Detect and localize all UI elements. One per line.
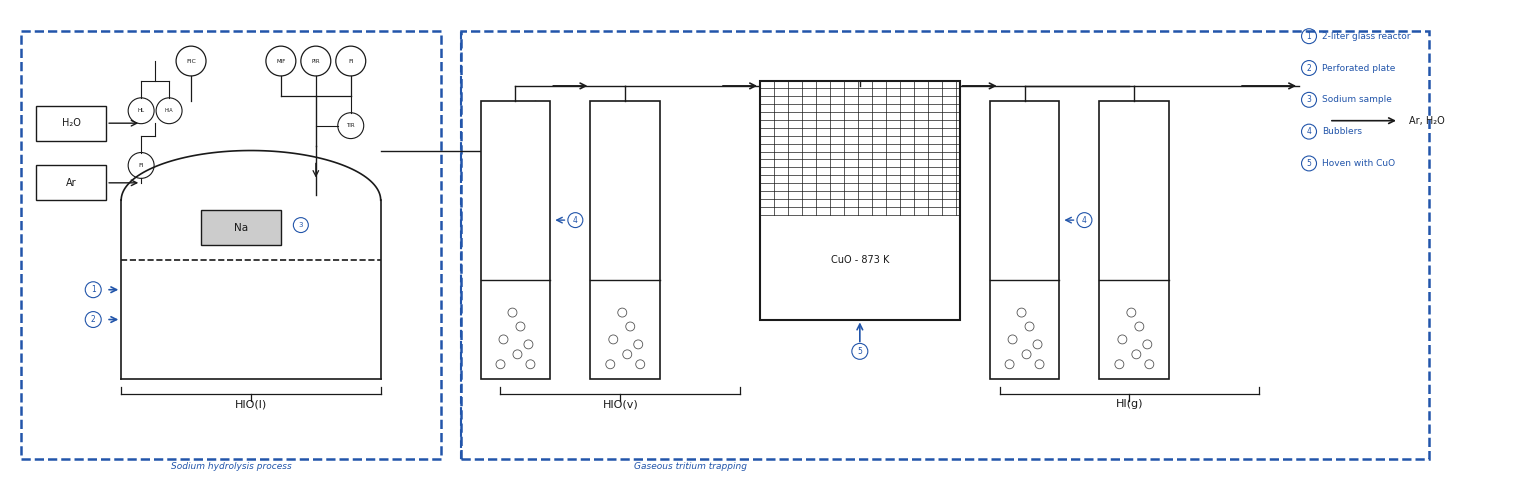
Text: 3: 3 (1306, 96, 1312, 104)
Text: FI: FI (348, 59, 354, 63)
Bar (1100, 101, 1169, 379)
Bar (37, 106, 106, 141)
Text: 5: 5 (1306, 159, 1312, 168)
Bar (460, 31, 1429, 459)
Text: MIF: MIF (276, 59, 285, 63)
Text: Na: Na (234, 223, 248, 233)
Text: PIR: PIR (311, 59, 320, 63)
Text: 4: 4 (1083, 216, 1087, 225)
Text: 1: 1 (91, 285, 95, 294)
Text: Bubblers: Bubblers (1321, 127, 1361, 136)
Text: Ar, H₂O: Ar, H₂O (1409, 116, 1445, 126)
Bar (590, 101, 661, 379)
Text: 2-liter glass reactor: 2-liter glass reactor (1321, 32, 1411, 41)
Text: Gaseous tritium trapping: Gaseous tritium trapping (633, 462, 747, 471)
Text: Perforated plate: Perforated plate (1321, 63, 1395, 72)
Text: H₂O: H₂O (62, 118, 80, 128)
Text: 4: 4 (573, 216, 578, 225)
Text: FI: FI (139, 163, 143, 168)
Text: HI(g): HI(g) (1115, 399, 1143, 409)
Bar (480, 101, 550, 379)
Text: HIO(l): HIO(l) (234, 399, 266, 409)
Text: 2: 2 (91, 315, 95, 324)
Text: Sodium hydrolysis process: Sodium hydrolysis process (171, 462, 291, 471)
Bar (761, 81, 959, 320)
Bar (990, 101, 1060, 379)
Text: HL: HL (137, 108, 145, 113)
Bar (202, 210, 280, 245)
Text: 4: 4 (1306, 127, 1312, 136)
Text: HIO(v): HIO(v) (602, 399, 638, 409)
Text: TIR: TIR (346, 123, 356, 128)
Text: Hoven with CuO: Hoven with CuO (1321, 159, 1395, 168)
Text: 2: 2 (1306, 63, 1312, 72)
Bar (37, 166, 106, 200)
Text: 5: 5 (858, 347, 862, 356)
Text: FIC: FIC (186, 59, 196, 63)
Bar (22, 31, 440, 459)
Text: HIA: HIA (165, 108, 174, 113)
Text: Ar: Ar (66, 178, 77, 188)
Text: 1: 1 (1306, 32, 1312, 41)
Text: CuO - 873 K: CuO - 873 K (830, 255, 889, 265)
Text: Sodium sample: Sodium sample (1321, 96, 1392, 104)
Text: 3: 3 (299, 222, 303, 228)
